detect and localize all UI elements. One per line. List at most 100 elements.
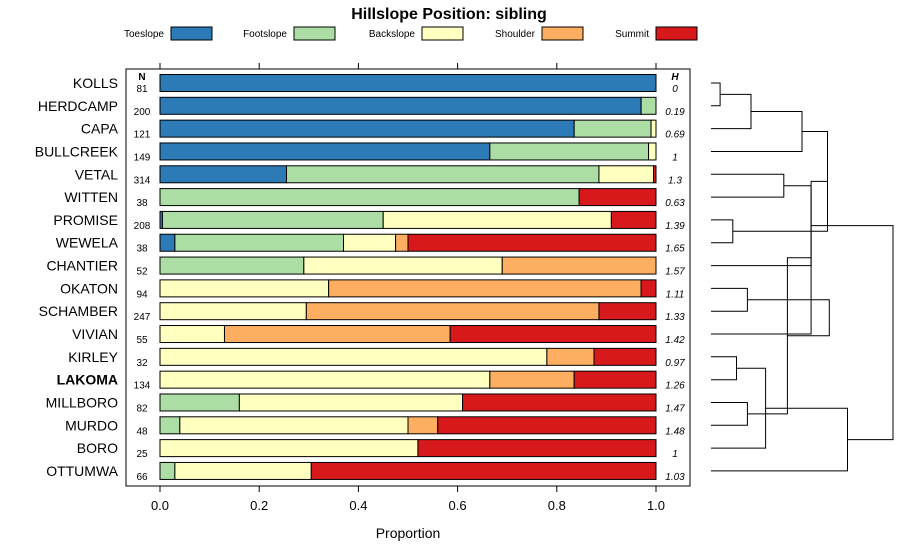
x-tick-label: 0.8 bbox=[548, 498, 566, 513]
h-value: 1.57 bbox=[665, 267, 685, 278]
legend-swatch bbox=[170, 26, 213, 41]
bar-segment bbox=[159, 393, 240, 412]
h-value: 1 bbox=[672, 152, 678, 163]
bar-segment bbox=[159, 370, 491, 389]
bar-segment bbox=[159, 256, 305, 275]
bar-row: CAPA 121 0.69 bbox=[81, 119, 685, 141]
bar-segment bbox=[328, 279, 642, 298]
h-value: 1.42 bbox=[665, 335, 685, 346]
h-value: 1.65 bbox=[665, 244, 685, 255]
row-label: OKATON bbox=[60, 280, 118, 296]
x-axis-title: Proportion bbox=[376, 525, 441, 541]
bar-row: VIVIAN 55 1.42 bbox=[72, 325, 685, 346]
h-value: 1.26 bbox=[665, 381, 685, 392]
bar-segment bbox=[598, 165, 655, 184]
bar-segment bbox=[640, 96, 657, 115]
h-value: 1.03 bbox=[665, 472, 685, 483]
n-value: 38 bbox=[136, 198, 148, 209]
bar-segment bbox=[546, 347, 595, 366]
legend-swatch bbox=[541, 26, 584, 41]
bar-segment bbox=[407, 416, 439, 435]
bar-segment bbox=[159, 188, 580, 207]
bar-segment bbox=[285, 165, 600, 184]
bar-segment bbox=[161, 210, 384, 229]
dendrogram bbox=[711, 82, 894, 472]
h-value: 0.63 bbox=[665, 198, 685, 209]
bar-segment bbox=[437, 416, 657, 435]
legend-label: Shoulder bbox=[495, 29, 536, 40]
n-value: 200 bbox=[134, 107, 151, 118]
n-value: 81 bbox=[136, 84, 148, 95]
bar-segment bbox=[159, 279, 330, 298]
n-value: 55 bbox=[136, 335, 148, 346]
row-label: VIVIAN bbox=[72, 326, 118, 342]
row-label: CHANTIER bbox=[46, 258, 118, 274]
bar-segment bbox=[610, 210, 657, 229]
legend-swatch bbox=[655, 26, 698, 41]
legend-label: Toeslope bbox=[124, 29, 164, 40]
bar-segment bbox=[650, 119, 657, 138]
row-label: MURDO bbox=[65, 417, 118, 433]
row-label: WITTEN bbox=[64, 189, 118, 205]
row-label: BORO bbox=[77, 440, 118, 456]
row-label: BULLCREEK bbox=[35, 143, 119, 159]
x-tick-label: 0.2 bbox=[250, 498, 268, 513]
dendrogram-branch bbox=[711, 82, 721, 107]
n-value: 66 bbox=[136, 472, 148, 483]
bar-segment bbox=[159, 325, 225, 344]
bar-row: OKATON 94 1.11 bbox=[60, 279, 684, 300]
bar-row: VETAL 314 1.3 bbox=[75, 165, 682, 186]
h-value: 1.48 bbox=[665, 426, 685, 437]
bar-segment bbox=[159, 416, 181, 435]
row-label: VETAL bbox=[75, 166, 119, 182]
bar-segment bbox=[159, 142, 491, 161]
h-column-header: H bbox=[671, 72, 679, 83]
bar-row: MILLBORO 82 1.47 bbox=[46, 393, 685, 414]
x-tick-label: 0.4 bbox=[349, 498, 367, 513]
bar-segment bbox=[593, 347, 657, 366]
h-value: 0.19 bbox=[665, 107, 685, 118]
h-value: 1.33 bbox=[665, 312, 685, 323]
chart-title: Hillslope Position: sibling bbox=[351, 6, 547, 23]
bar-segment bbox=[640, 279, 657, 298]
n-value: 314 bbox=[134, 175, 151, 186]
n-value: 32 bbox=[136, 358, 148, 369]
dendrogram-branch bbox=[711, 402, 748, 426]
bar-segment bbox=[159, 165, 287, 184]
legend-swatch bbox=[293, 26, 336, 41]
legend: Toeslope Footslope Backslope Shoulder Summit bbox=[124, 26, 698, 41]
bar-segment bbox=[179, 416, 409, 435]
bar-segment bbox=[501, 256, 657, 275]
bar-segment bbox=[305, 302, 600, 321]
n-value: 121 bbox=[134, 130, 151, 141]
bar-segment bbox=[303, 256, 503, 275]
dendrogram-branch bbox=[711, 356, 737, 381]
bar-segment bbox=[159, 461, 176, 480]
bar-segment bbox=[395, 233, 409, 252]
row-label: OTTUMWA bbox=[46, 463, 118, 479]
row-label: PROMISE bbox=[53, 212, 118, 228]
bar-segment bbox=[449, 325, 657, 344]
bar-row: WEWELA 38 1.65 bbox=[56, 233, 685, 255]
bar-row: BORO 25 1 bbox=[77, 439, 678, 460]
bar-segment bbox=[382, 210, 612, 229]
dendrogram-branch bbox=[811, 225, 894, 441]
bar-segment bbox=[653, 165, 657, 184]
row-label: MILLBORO bbox=[46, 394, 118, 410]
bar-segment bbox=[578, 188, 657, 207]
bar-segment bbox=[159, 119, 575, 138]
bar-row: CHANTIER 52 1.57 bbox=[46, 256, 685, 278]
h-value: 1 bbox=[672, 449, 678, 460]
bar-segment bbox=[407, 233, 657, 252]
n-column-header: N bbox=[138, 72, 145, 83]
row-label: KIRLEY bbox=[68, 349, 118, 365]
bar-segment bbox=[159, 96, 642, 115]
bar-segment bbox=[598, 302, 657, 321]
bar-segment bbox=[174, 233, 345, 252]
dendrogram-branch bbox=[711, 367, 767, 449]
dendrogram-branch bbox=[747, 299, 830, 337]
h-value: 0.97 bbox=[665, 358, 685, 369]
bar-segment bbox=[174, 461, 312, 480]
n-value: 52 bbox=[136, 267, 148, 278]
